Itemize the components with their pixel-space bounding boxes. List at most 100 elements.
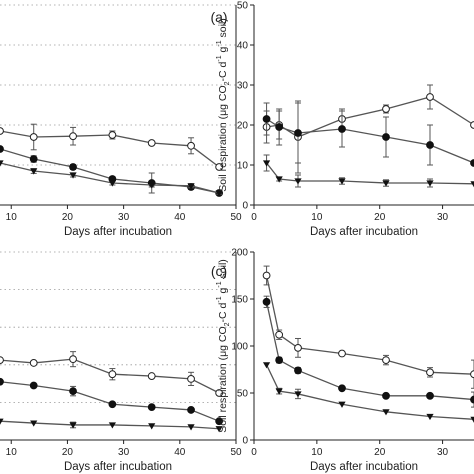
data-point-filled-circle [294,366,302,375]
data-point-filled-triangle [30,420,38,427]
y-axis-label: Soil respiration (μg CO2-C d-1 g-1 soil) [216,18,231,192]
x-tick-label: 50 [230,212,242,223]
y-axis-label-part: Soil respiration (μg CO [217,326,229,432]
x-tick-label: 10 [6,447,18,458]
y-axis-label-part: -C d [217,61,229,81]
y-axis-label-part: -1 [216,281,223,287]
data-point-filled-circle [426,141,434,149]
data-point-open-circle [147,139,156,147]
data-point-open-circle [0,127,4,135]
data-point-filled-circle [426,391,434,400]
data-point-filled-circle [470,159,474,167]
data-point-open-circle [69,355,77,364]
data-point-filled-triangle [262,362,271,369]
data-point-filled-triangle [215,426,223,433]
data-point-filled-triangle [338,401,346,408]
panel-label: (a) [210,9,227,25]
x-tick-label: 10 [311,447,323,458]
data-point-filled-triangle [294,178,302,185]
y-axis-label-part: soil) [217,18,229,40]
data-point-filled-circle [108,400,117,409]
data-point-open-circle [29,359,38,367]
data-point-filled-circle [69,163,77,171]
data-point-filled-triangle [426,180,434,187]
y-tick-label: 0 [242,436,248,447]
chart-panel-3: 10 20 30 40 50 Days after incubation (c) [0,251,242,473]
data-point-open-circle [187,141,195,150]
x-tick-label: 30 [118,212,130,223]
data-point-filled-triangle [470,181,474,188]
x-tick-label: 10 [6,212,18,223]
data-point-filled-triangle [148,182,156,189]
data-point-open-circle [215,163,224,171]
data-point-filled-circle [215,417,224,426]
data-point-filled-circle [147,403,156,412]
data-point-filled-triangle [148,423,156,430]
data-point-filled-triangle [69,422,77,429]
data-point-filled-triangle [426,413,434,421]
x-tick-label: 40 [174,212,186,223]
data-point-filled-circle [294,129,302,137]
y-tick-label: 40 [237,41,249,52]
x-axis-label: Days after incubation [310,461,418,473]
chart-panel-1: 10 20 30 40 50 Days after incubation (a) [0,4,242,238]
data-point-open-circle [338,349,346,358]
y-tick-label: 50 [237,1,249,12]
data-point-open-circle [108,131,117,139]
x-tick-label: 20 [374,212,386,223]
y-axis-label-part: g [217,287,229,296]
data-point-filled-circle [262,297,271,306]
data-point-filled-circle [338,125,346,133]
data-point-filled-triangle [187,424,195,431]
y-tick-label: 100 [231,342,248,353]
data-point-filled-circle [275,356,284,365]
x-tick-label: 20 [62,447,74,458]
x-tick-label: 40 [174,447,186,458]
data-point-filled-circle [187,406,195,414]
data-point-filled-triangle [275,176,283,183]
y-tick-label: 0 [242,201,248,212]
data-point-open-circle [275,330,284,339]
data-point-filled-circle [29,381,38,390]
data-point-open-circle [215,389,224,397]
y-axis-label-part: Soil respiration (μg CO [217,85,229,191]
series-group [262,84,474,188]
data-point-filled-triangle [215,190,223,197]
series-line-open-circle [265,275,474,375]
data-point-open-circle [426,93,434,101]
data-point-filled-triangle [382,180,390,187]
panel-label: (c) [211,263,227,279]
data-point-filled-triangle [0,160,4,167]
data-point-open-circle [382,356,390,365]
x-tick-label: 30 [118,447,130,458]
y-axis-label-part: -1 [216,55,223,61]
data-point-filled-circle [0,377,4,386]
data-point-open-circle [187,375,195,383]
y-axis-label-part: -1 [216,40,223,46]
y-tick-label: 150 [231,295,248,306]
y-axis-label-part: -C d [217,302,229,322]
data-point-filled-triangle [294,391,302,398]
data-point-filled-triangle [0,418,4,425]
x-axis-label: Days after incubation [64,461,172,473]
y-axis-label-part: g [217,46,229,55]
data-point-filled-triangle [275,388,283,395]
data-point-filled-triangle [187,183,195,190]
data-point-open-circle [0,356,4,364]
data-point-filled-circle [275,123,284,131]
data-point-filled-triangle [338,178,346,185]
chart-panel-2: 0 10 20 30 0 10 20 30 40 50 Days after incubation S… [216,1,474,238]
y-tick-label: 10 [237,161,249,172]
x-tick-label: 50 [230,447,242,458]
data-point-filled-circle [382,133,390,141]
data-point-filled-triangle [30,168,38,175]
data-point-filled-triangle [108,180,116,187]
y-axis-label-part: 2 [224,322,231,326]
x-tick-label: 10 [311,212,323,223]
data-point-open-circle [294,343,302,352]
data-point-open-circle [29,133,38,141]
x-tick-label: 0 [251,212,257,223]
x-axis-label: Days after incubation [310,226,418,238]
